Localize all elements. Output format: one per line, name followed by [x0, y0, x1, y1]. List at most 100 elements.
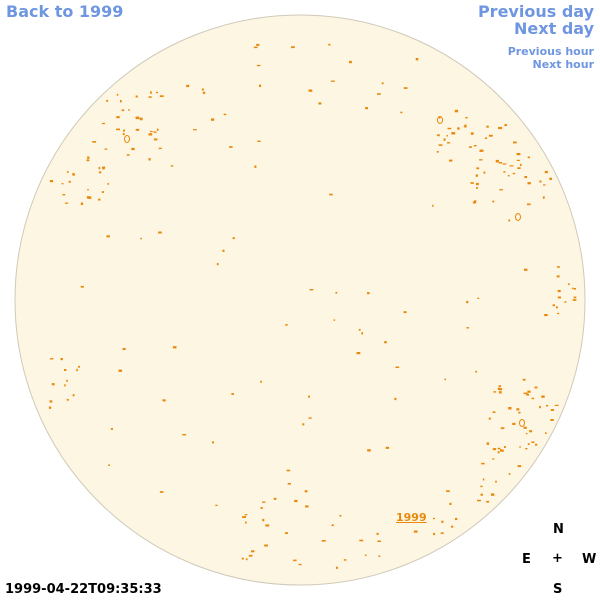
magnetic-feature-dot: [358, 328, 361, 331]
observation-timestamp: 1999-04-22T09:35:33: [5, 582, 162, 597]
magnetic-feature-dot: [150, 130, 153, 133]
magnetic-feature-dot: [305, 505, 309, 508]
magnetic-feature-dot: [87, 189, 89, 191]
region-label-link[interactable]: 1999: [396, 511, 427, 524]
magnetic-feature-dot: [384, 341, 387, 344]
magnetic-feature-dot: [498, 162, 503, 164]
magnetic-feature-dot: [486, 500, 490, 503]
magnetic-feature-dot: [475, 182, 479, 186]
magnetic-feature-dot: [148, 133, 153, 136]
magnetic-feature-dot: [527, 390, 531, 393]
magnetic-feature-dot: [148, 158, 151, 161]
magnetic-feature-dot: [122, 348, 126, 351]
magnetic-feature-dot: [80, 202, 84, 205]
magnetic-feature-dot: [403, 311, 407, 314]
magnetic-feature-dot: [455, 517, 458, 521]
magnetic-feature-dot: [245, 558, 248, 561]
magnetic-feature-dot: [476, 167, 480, 170]
magnetic-feature-dot: [385, 446, 390, 449]
compass-north-label: N: [553, 522, 564, 537]
magnetic-feature-dot: [502, 163, 507, 165]
magnetic-feature-dot: [549, 177, 552, 180]
previous-day-link[interactable]: Previous day: [477, 2, 594, 21]
magnetic-feature-dot: [158, 231, 162, 234]
magnetic-feature-dot: [110, 428, 113, 430]
next-day-link[interactable]: Next day: [514, 19, 594, 38]
magnetic-feature-dot: [150, 91, 152, 94]
magnetic-feature-dot: [262, 501, 266, 503]
magnetic-feature-dot: [135, 116, 140, 120]
magnetic-feature-dot: [446, 490, 450, 492]
magnetic-feature-dot: [116, 128, 120, 131]
magnetic-feature-dot: [108, 464, 110, 466]
magnetic-feature-dot: [201, 88, 204, 91]
magnetic-feature-dot: [557, 296, 561, 299]
magnetic-feature-dot: [273, 497, 277, 500]
magnetic-feature-dot: [377, 93, 381, 95]
magnetic-feature-dot: [447, 127, 452, 130]
magnetic-feature-dot: [92, 141, 97, 143]
magnetic-feature-dot: [51, 383, 55, 386]
magnetic-feature-dot: [304, 490, 308, 493]
magnetic-feature-dot: [62, 194, 66, 196]
magnetic-feature-dot: [254, 165, 257, 168]
magnetic-feature-dot: [333, 319, 336, 321]
magnetic-feature-dot: [140, 237, 142, 240]
magnetic-feature-dot: [156, 91, 158, 94]
magnetic-feature-dot: [106, 99, 109, 102]
magnetic-feature-dot: [381, 82, 384, 85]
magnetic-feature-dot: [497, 387, 501, 390]
magnetic-feature-dot: [454, 109, 459, 113]
magnetic-feature-dot: [524, 268, 528, 271]
previous-hour-link[interactable]: Previous hour: [507, 45, 594, 58]
magnetic-feature-dot: [256, 64, 261, 67]
magnetic-feature-dot: [413, 530, 418, 533]
magnetic-feature-dot: [98, 171, 102, 174]
magnetic-feature-dot: [135, 95, 138, 98]
magnetic-feature-dot: [98, 198, 101, 201]
magnetic-loop: [515, 213, 521, 221]
magnetic-feature-dot: [260, 507, 263, 509]
magnetic-feature-dot: [98, 166, 101, 170]
compass-east-label: E: [522, 552, 531, 567]
magnetic-feature-dot: [480, 485, 483, 488]
magnetic-feature-dot: [492, 458, 495, 460]
magnetic-feature-dot: [101, 191, 105, 193]
magnetic-feature-dot: [120, 100, 122, 103]
magnetic-feature-dot: [158, 147, 162, 150]
magnetic-feature-dot: [122, 132, 125, 136]
magnetic-feature-dot: [498, 391, 502, 394]
magnetic-feature-dot: [441, 520, 444, 523]
magnetic-feature-dot: [501, 449, 504, 452]
magnetic-feature-dot: [518, 411, 521, 414]
magnetic-feature-dot: [529, 430, 533, 433]
compass-south-label: S: [553, 582, 563, 597]
magnetic-feature-dot: [449, 159, 453, 162]
magnetic-feature-dot: [498, 385, 502, 387]
magnetic-feature-dot: [284, 532, 288, 534]
magnetic-feature-dot: [523, 392, 528, 395]
magnetic-feature-dot: [126, 154, 130, 156]
magnetic-feature-dot: [535, 443, 538, 446]
magnetic-feature-dot: [483, 171, 486, 174]
magnetic-feature-dot: [415, 58, 419, 61]
magnetic-feature-dot: [66, 171, 69, 173]
magnetic-feature-dot: [572, 299, 577, 301]
magnetic-feature-dot: [245, 521, 247, 524]
magnetic-feature-dot: [159, 491, 164, 493]
magnetic-feature-dot: [508, 473, 511, 475]
magnetic-feature-dot: [343, 559, 347, 561]
magnetic-feature-dot: [557, 289, 561, 293]
magnetic-feature-dot: [308, 89, 313, 92]
magnetic-feature-dot: [302, 423, 305, 426]
magnetic-feature-dot: [48, 406, 52, 409]
magnetic-feature-dot: [527, 443, 530, 445]
magnetic-feature-dot: [356, 352, 361, 355]
magnetic-feature-dot: [486, 125, 489, 128]
magnetic-feature-dot: [463, 125, 467, 128]
magnetic-feature-dot: [465, 117, 468, 119]
magnetic-feature-dot: [102, 166, 106, 169]
back-to-year-link[interactable]: Back to 1999: [6, 2, 124, 21]
next-hour-link[interactable]: Next hour: [532, 58, 595, 71]
magnetic-feature-dot: [470, 182, 474, 184]
